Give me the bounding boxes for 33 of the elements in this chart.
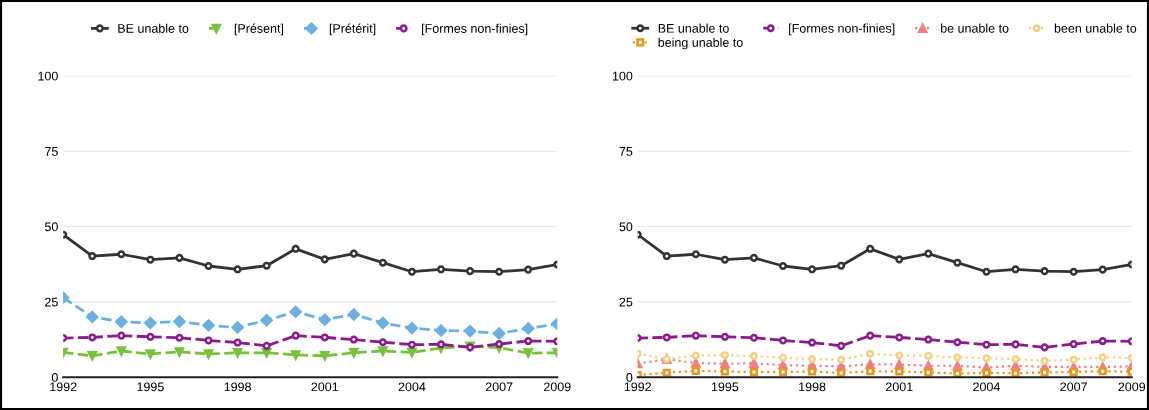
y-tick-label: 75 — [45, 147, 58, 156]
x-tick-label: 1995 — [137, 382, 164, 392]
legend-label: being unable to — [658, 37, 743, 50]
legend-label: [Formes non-finies] — [789, 23, 895, 36]
x-tick-label: 2004 — [973, 382, 1000, 392]
legend-label: be unable to — [941, 23, 1009, 33]
x-tick-label: 2004 — [398, 382, 426, 392]
x-tick-label: 1998 — [799, 382, 826, 392]
legend-label: [Présent] — [234, 23, 284, 36]
y-tick-label: 25 — [45, 297, 58, 307]
y-tick-label: 0 — [626, 373, 633, 382]
x-tick-label: 2007 — [485, 382, 513, 392]
y-tick-label: 50 — [619, 222, 633, 232]
x-tick-label: 2009 — [1118, 382, 1146, 392]
x-tick-label: 1992 — [624, 382, 651, 392]
y-tick-label: 0 — [51, 373, 58, 382]
x-tick-label: 1995 — [711, 382, 739, 392]
y-tick-label: 50 — [44, 222, 58, 232]
y-tick-label: 100 — [612, 71, 633, 81]
legend-label: [Formes non-finies] — [422, 23, 528, 36]
x-tick-label: 2007 — [1060, 382, 1087, 392]
legend-label: been unable to — [1054, 23, 1137, 33]
y-tick-label: 25 — [619, 297, 633, 307]
x-tick-label: 1998 — [224, 382, 251, 392]
legend-label: BE unable to — [118, 23, 189, 33]
x-tick-label: 2001 — [311, 382, 339, 392]
x-tick-label: 2009 — [543, 382, 571, 392]
x-tick-label: 2001 — [885, 382, 913, 392]
y-tick-label: 100 — [38, 71, 58, 81]
legend-label: [Prétérit] — [329, 23, 376, 36]
y-tick-label: 75 — [619, 147, 633, 156]
legend-label: BE unable to — [658, 23, 729, 33]
x-tick-label: 1992 — [50, 382, 77, 392]
